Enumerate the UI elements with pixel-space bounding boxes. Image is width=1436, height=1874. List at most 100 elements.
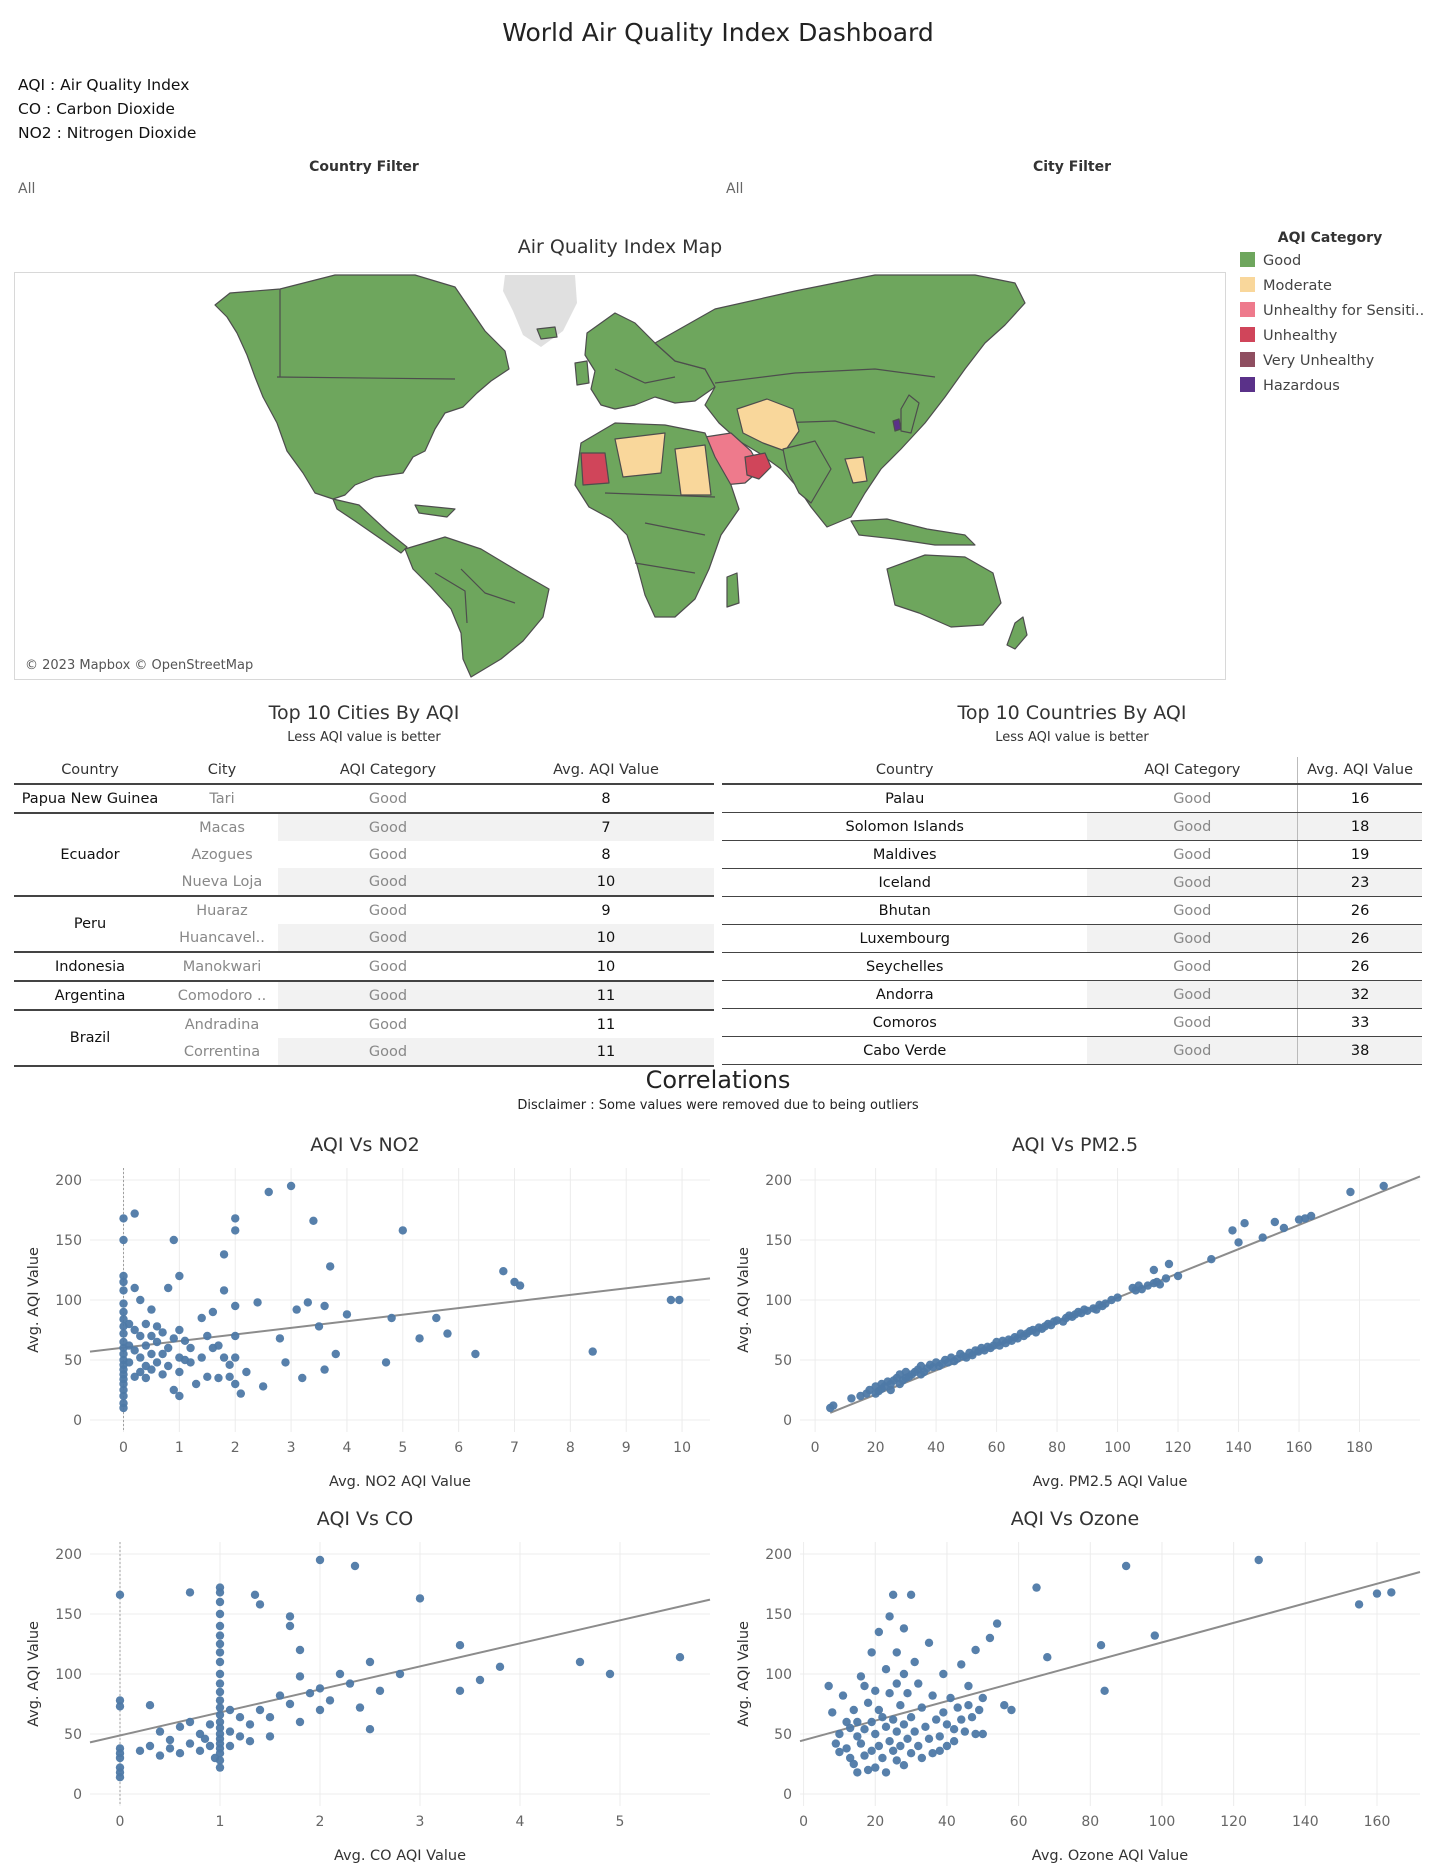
data-point[interactable] — [978, 1729, 987, 1739]
data-point[interactable] — [675, 1295, 684, 1305]
data-point[interactable] — [871, 1686, 880, 1695]
data-point[interactable] — [130, 1325, 139, 1335]
data-point[interactable] — [145, 1701, 155, 1710]
data-point[interactable] — [881, 1665, 891, 1674]
data-point[interactable] — [899, 1669, 909, 1679]
data-point[interactable] — [910, 1657, 919, 1667]
data-point[interactable] — [197, 1313, 206, 1323]
data-point[interactable] — [1032, 1583, 1041, 1592]
data-point[interactable] — [828, 1708, 837, 1717]
data-point[interactable] — [899, 1624, 909, 1633]
data-point[interactable] — [175, 1271, 184, 1281]
data-point[interactable] — [939, 1669, 948, 1679]
data-point[interactable] — [255, 1705, 265, 1715]
data-point[interactable] — [258, 1382, 268, 1391]
data-point[interactable] — [169, 1235, 178, 1245]
data-point[interactable] — [1270, 1217, 1280, 1227]
data-point[interactable] — [245, 1737, 255, 1746]
data-point[interactable] — [914, 1741, 923, 1751]
data-point[interactable] — [214, 1373, 223, 1383]
data-point[interactable] — [342, 1310, 352, 1319]
data-point[interactable] — [949, 1725, 959, 1734]
data-point[interactable] — [515, 1281, 525, 1290]
data-point[interactable] — [1161, 1274, 1171, 1283]
data-point[interactable] — [499, 1267, 508, 1276]
table-row[interactable]: Papua New Guinea Tari Good 8 — [14, 784, 714, 814]
data-point[interactable] — [888, 1590, 898, 1599]
data-point[interactable] — [942, 1741, 952, 1751]
data-point[interactable] — [853, 1732, 862, 1741]
legend-item-good[interactable]: Good — [1240, 252, 1301, 269]
data-point[interactable] — [856, 1739, 866, 1748]
data-point[interactable] — [899, 1720, 909, 1729]
data-point[interactable] — [892, 1756, 901, 1765]
data-point[interactable] — [881, 1768, 891, 1777]
data-point[interactable] — [119, 1391, 128, 1401]
data-point[interactable] — [231, 1353, 240, 1362]
data-point[interactable] — [119, 1315, 128, 1324]
data-point[interactable] — [849, 1705, 858, 1715]
data-point[interactable] — [874, 1741, 884, 1751]
data-point[interactable] — [185, 1717, 195, 1727]
data-point[interactable] — [219, 1286, 229, 1295]
data-point[interactable] — [903, 1734, 912, 1743]
data-point[interactable] — [885, 1689, 894, 1698]
data-point[interactable] — [231, 1226, 240, 1235]
table-row[interactable]: Comoros Good 33 — [722, 1008, 1422, 1037]
data-point[interactable] — [115, 1753, 125, 1763]
data-point[interactable] — [205, 1741, 215, 1751]
data-point[interactable] — [136, 1295, 145, 1305]
data-point[interactable] — [878, 1713, 887, 1722]
data-point[interactable] — [1150, 1631, 1159, 1640]
data-point[interactable] — [275, 1334, 285, 1343]
data-point[interactable] — [881, 1722, 891, 1731]
data-point[interactable] — [231, 1379, 240, 1389]
data-point[interactable] — [225, 1705, 235, 1715]
table-row[interactable]: Azogues Good 8 — [14, 841, 714, 868]
data-point[interactable] — [275, 1691, 285, 1700]
data-point[interactable] — [835, 1747, 844, 1757]
data-point[interactable] — [381, 1358, 391, 1367]
data-point[interactable] — [215, 1710, 225, 1719]
data-point[interactable] — [867, 1746, 876, 1755]
data-point[interactable] — [200, 1734, 210, 1743]
data-point[interactable] — [605, 1669, 615, 1679]
data-point[interactable] — [295, 1717, 305, 1727]
data-point[interactable] — [971, 1729, 980, 1739]
data-point[interactable] — [939, 1708, 948, 1717]
data-point[interactable] — [175, 1391, 184, 1401]
data-point[interactable] — [115, 1696, 125, 1705]
data-point[interactable] — [145, 1741, 155, 1751]
data-point[interactable] — [295, 1645, 305, 1655]
legend-item-moderate[interactable]: Moderate — [1240, 277, 1332, 294]
data-point[interactable] — [141, 1341, 151, 1350]
data-point[interactable] — [203, 1331, 212, 1341]
data-point[interactable] — [835, 1729, 844, 1739]
data-point[interactable] — [331, 1349, 340, 1359]
data-point[interactable] — [1096, 1641, 1106, 1650]
data-point[interactable] — [829, 1401, 838, 1410]
data-point[interactable] — [824, 1681, 833, 1691]
data-point[interactable] — [455, 1641, 465, 1650]
data-point[interactable] — [219, 1250, 229, 1259]
data-point[interactable] — [415, 1594, 425, 1603]
data-point[interactable] — [455, 1686, 465, 1695]
data-point[interactable] — [303, 1298, 313, 1307]
data-point[interactable] — [285, 1621, 295, 1631]
data-point[interactable] — [885, 1612, 894, 1621]
data-point[interactable] — [1113, 1293, 1122, 1302]
data-point[interactable] — [849, 1759, 858, 1769]
data-point[interactable] — [215, 1696, 225, 1705]
data-point[interactable] — [292, 1305, 301, 1314]
data-point[interactable] — [119, 1379, 128, 1389]
data-point[interactable] — [205, 1720, 215, 1729]
data-point[interactable] — [375, 1686, 385, 1695]
data-point[interactable] — [896, 1741, 905, 1751]
data-point[interactable] — [245, 1720, 255, 1729]
data-point[interactable] — [1137, 1285, 1146, 1294]
data-point[interactable] — [345, 1679, 355, 1688]
data-point[interactable] — [215, 1703, 225, 1712]
data-point[interactable] — [1155, 1280, 1165, 1289]
data-point[interactable] — [225, 1372, 234, 1381]
